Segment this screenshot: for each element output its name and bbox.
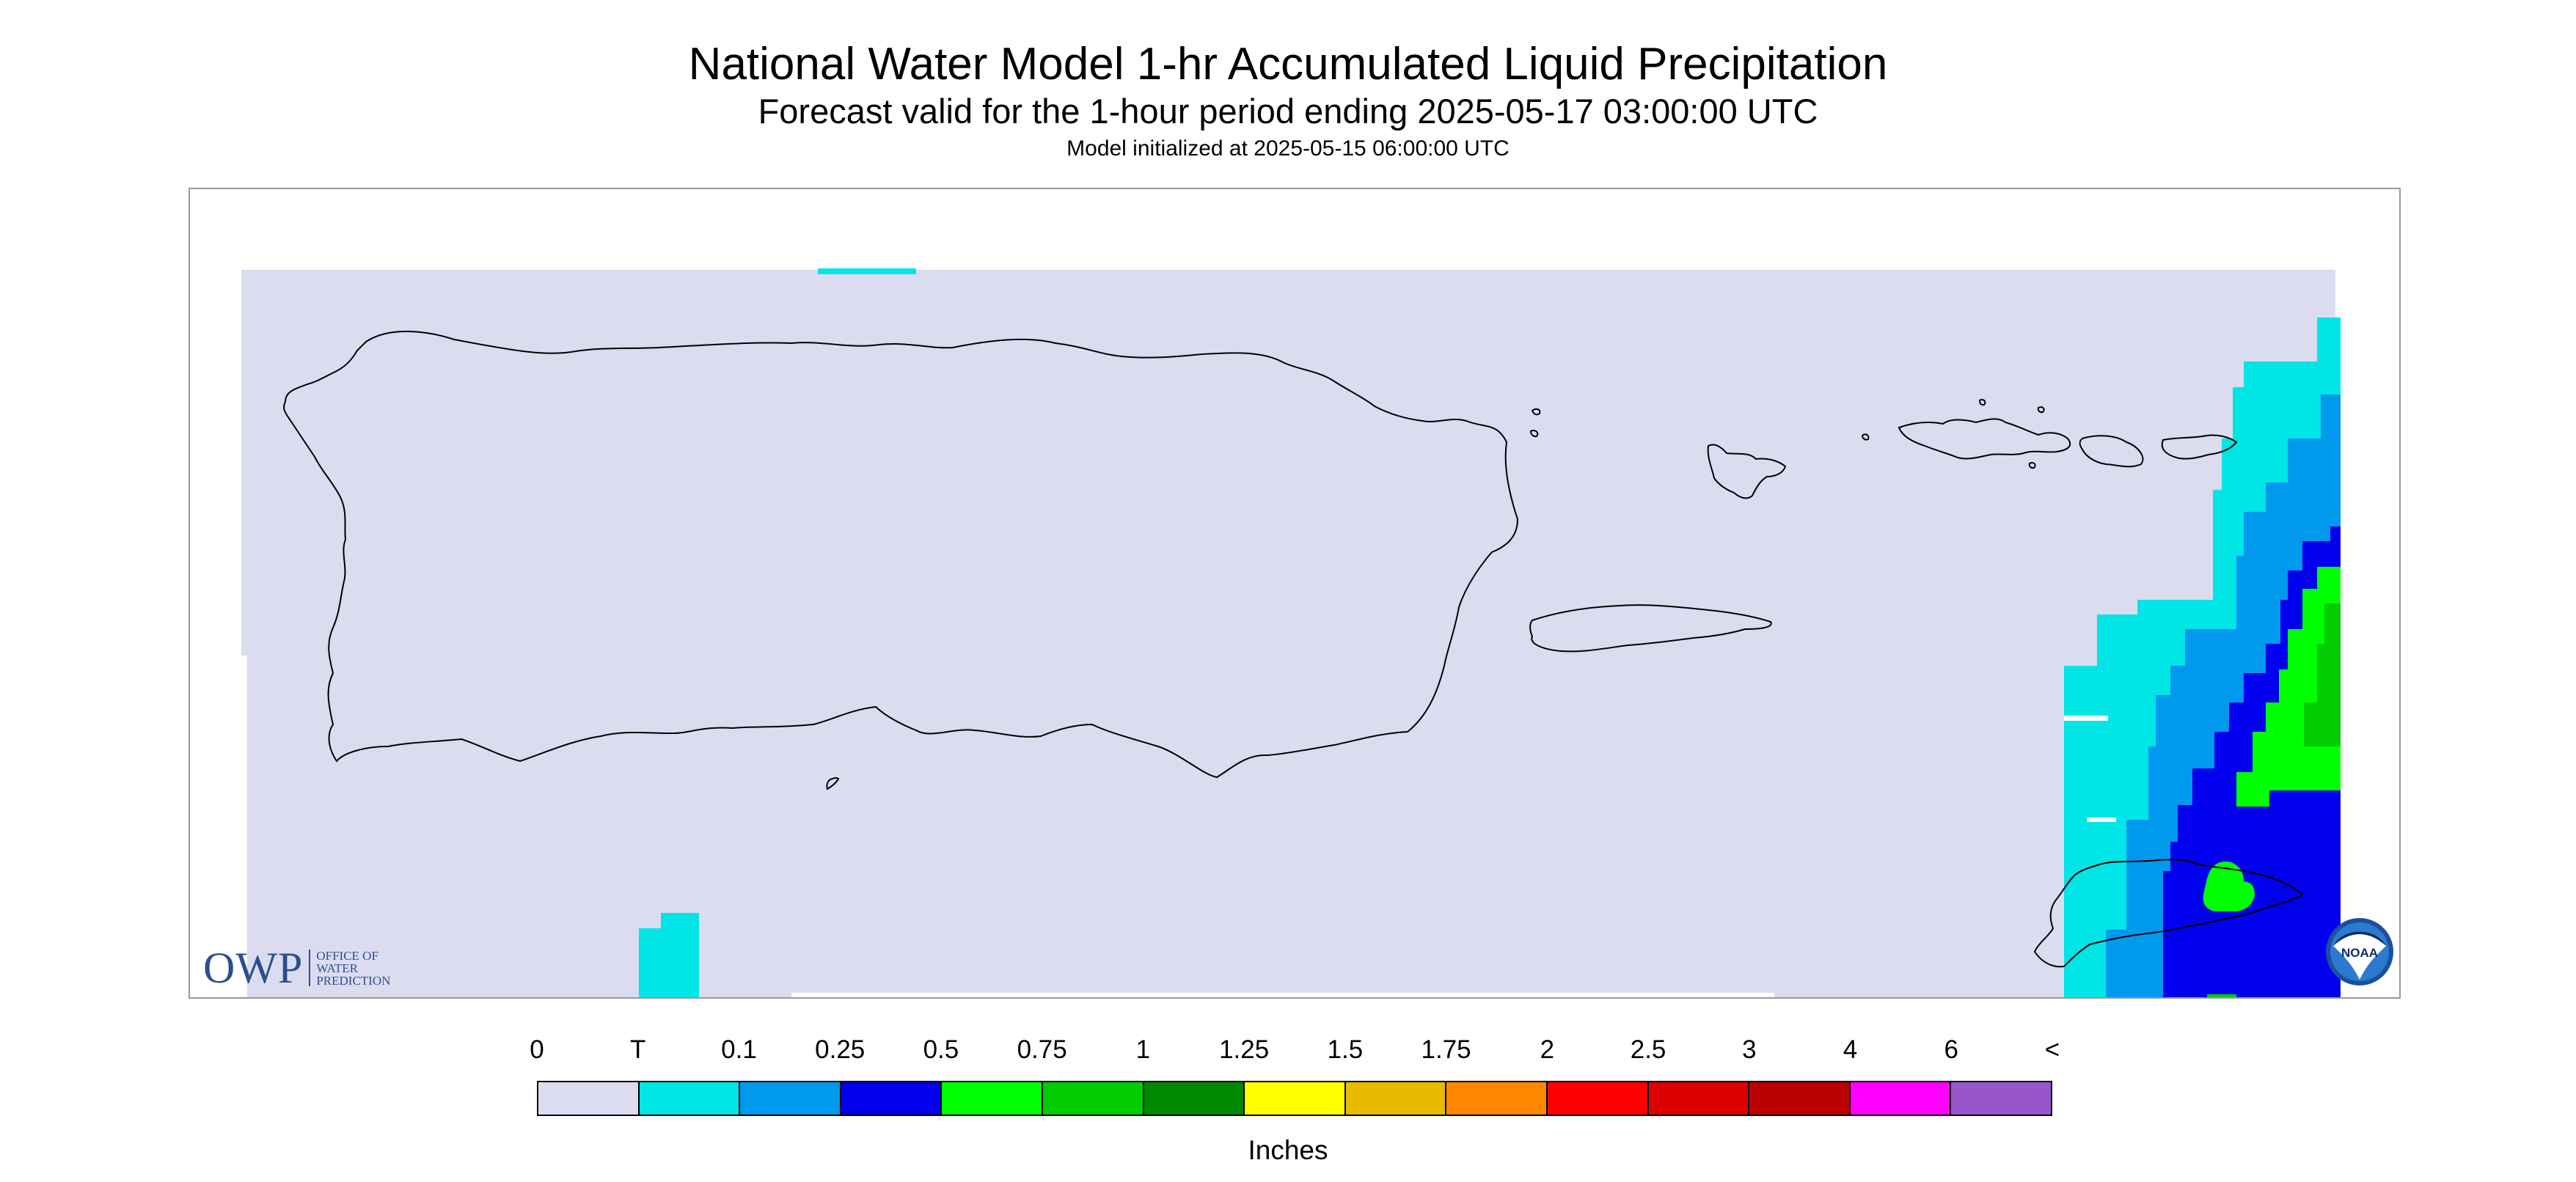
model-init-text: Model initialized at 2025-05-15 06:00:00… — [1066, 136, 1510, 161]
legend-colorbar — [537, 1081, 2052, 1116]
legend-label: 0.25 — [815, 1035, 866, 1064]
legend-swatch — [1345, 1082, 1447, 1115]
map-panel: OWP OFFICE OF WATER PREDICTION NOAA — [189, 188, 2401, 999]
usvi-st-john-coastline — [2079, 435, 2144, 468]
owp-logo-name: OFFICE OF WATER PREDICTION — [316, 948, 391, 988]
noaa-logo: NOAA — [2326, 918, 2393, 985]
legend-swatch — [1648, 1082, 1750, 1115]
legend-label: 0.75 — [1017, 1035, 1067, 1064]
legend-label: 2 — [1540, 1035, 1555, 1064]
owp-logo: OWP OFFICE OF WATER PREDICTION — [203, 944, 391, 992]
puerto-rico-coastline — [283, 331, 1519, 779]
legend-units: Inches — [1248, 1135, 1328, 1165]
legend-label: 1 — [1135, 1035, 1151, 1064]
legend-swatch — [1042, 1082, 1144, 1115]
legend-swatch — [1850, 1082, 1952, 1115]
legend-swatch — [639, 1082, 741, 1115]
coastlines — [283, 331, 2304, 968]
domain-edge-gap — [241, 656, 247, 997]
precip-speck-trace — [818, 268, 916, 274]
legend-label: 1.5 — [1327, 1035, 1364, 1064]
legend-label: T — [630, 1035, 646, 1064]
legend-label: 0.5 — [923, 1035, 959, 1064]
culebrita-coastline — [1531, 408, 1541, 416]
islet-coastline — [2037, 406, 2045, 414]
band-gap — [2087, 818, 2116, 822]
islet-coastline — [1861, 433, 1870, 441]
usvi-st-thomas-coastline — [1898, 418, 2071, 460]
legend-label: 6 — [1944, 1035, 1958, 1064]
legend-label: 1.25 — [1219, 1035, 1270, 1064]
legend-swatch — [1749, 1082, 1851, 1115]
legend-label: 1.75 — [1421, 1035, 1471, 1064]
precip-band-medium-green — [2304, 603, 2341, 746]
legend-swatch — [1144, 1082, 1245, 1115]
precip-speck-green — [2207, 994, 2236, 997]
st-croix-coastline — [2033, 859, 2304, 968]
legend-swatch — [942, 1082, 1043, 1115]
precip-band-green — [2236, 567, 2341, 807]
legend-label: 3 — [1742, 1035, 1757, 1064]
domain-edge-gap — [791, 993, 1774, 997]
legend-swatch — [1245, 1082, 1346, 1115]
islet-coastline — [1529, 430, 1539, 438]
legend-label: 0 — [530, 1035, 544, 1064]
legend-label: < — [2044, 1035, 2060, 1064]
owp-logo-letters: OWP — [203, 943, 304, 992]
band-gap — [2064, 716, 2108, 721]
domain-edge-gap — [2335, 270, 2341, 317]
map-subtitle: Forecast valid for the 1-hour period end… — [758, 92, 1818, 131]
precipitation-map — [241, 268, 2341, 997]
model-domain — [241, 270, 2341, 997]
culebra-coastline — [1707, 444, 1787, 499]
legend-label: 4 — [1843, 1035, 1858, 1064]
precip-blob-green — [2203, 861, 2255, 911]
map-title: National Water Model 1-hr Accumulated Li… — [688, 39, 1888, 89]
islet-coastline — [1978, 399, 1986, 406]
legend-swatch — [1446, 1082, 1548, 1115]
noaa-logo-text: NOAA — [2341, 946, 2378, 960]
legend-swatch — [1547, 1082, 1649, 1115]
legend-swatch — [538, 1082, 640, 1115]
islet-coastline — [826, 777, 840, 790]
legend-swatch — [1951, 1082, 2051, 1115]
owp-logo-divider — [309, 950, 311, 986]
legend-swatch — [740, 1082, 841, 1115]
legend-label: 0.1 — [721, 1035, 757, 1064]
vieques-coastline — [1529, 604, 1772, 653]
legend-swatch — [841, 1082, 943, 1115]
bvi-tortola-coastline — [2161, 434, 2238, 460]
legend-label: 2.5 — [1630, 1035, 1666, 1064]
precip-speck-trace — [639, 913, 699, 997]
islet-coastline — [2028, 462, 2036, 469]
